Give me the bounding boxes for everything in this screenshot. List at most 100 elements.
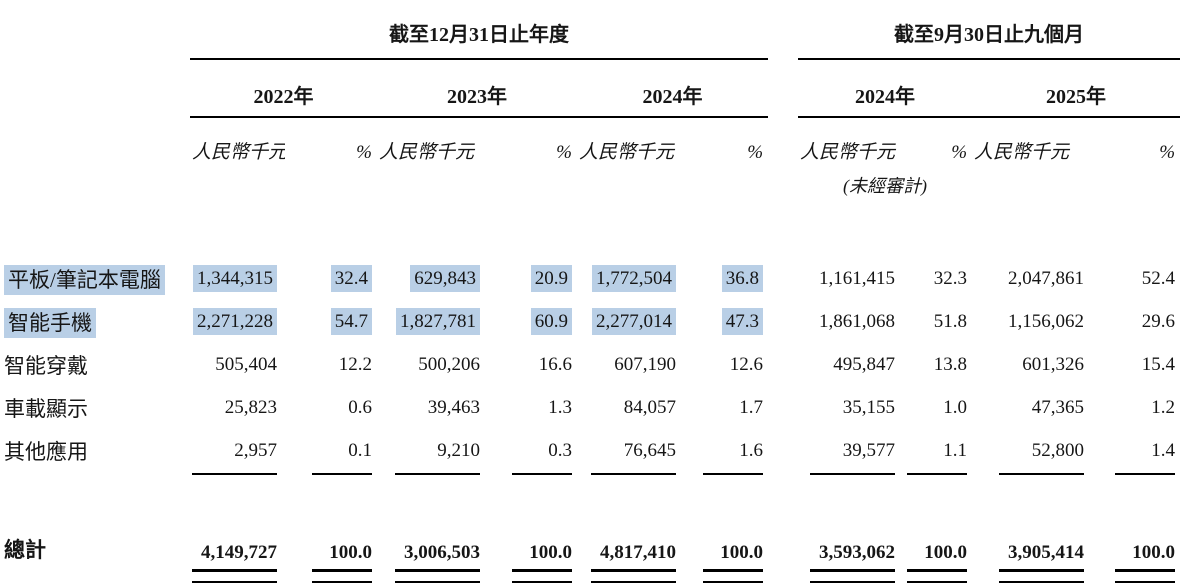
- grand-total-rule: [1092, 568, 1180, 584]
- cell-value: 25,823: [224, 396, 277, 418]
- total-row: 總計 4,149,727 100.0 3,006,503 100.0 4,817…: [0, 530, 1180, 568]
- grand-total-rule: [190, 568, 285, 584]
- group-gap: [768, 472, 798, 482]
- group-gap: [768, 343, 798, 386]
- cell-percent: 0.6: [348, 396, 372, 418]
- note-spacer: [972, 167, 1180, 199]
- row-label: 其他應用: [4, 439, 88, 464]
- cell-percent: 0.3: [548, 439, 572, 461]
- subtotal-rule: [684, 472, 768, 482]
- total-value: 3,006,503: [404, 542, 480, 563]
- cell-percent: 52.4: [1141, 267, 1176, 289]
- grand-total-rule: [684, 568, 768, 584]
- table-row: 智能穿戴 505,404 12.2 500,206 16.6 607,190 1…: [0, 343, 1180, 386]
- cell-value: 35,155: [842, 396, 896, 418]
- percent-label: %: [747, 142, 764, 163]
- subtotal-rule: [577, 472, 684, 482]
- percent-label: %: [1159, 142, 1176, 163]
- group-gap: [768, 59, 798, 117]
- selected-text: 2,271,228: [193, 307, 277, 335]
- unaudited-note: (未經審計): [843, 176, 928, 196]
- unit-label: 人民幣千元: [379, 142, 475, 163]
- cell-value: 1,156,062: [1008, 310, 1085, 332]
- total-label: 總計: [4, 538, 46, 562]
- selected-text: 60.9: [530, 307, 572, 335]
- cell-value: 2,957: [234, 439, 277, 461]
- cell-value: 607,190: [614, 353, 676, 375]
- unit-label: 人民幣千元: [192, 142, 285, 163]
- grand-total-rule: [285, 568, 377, 584]
- cell-percent: 36.8: [684, 257, 768, 300]
- cell-value: 601,326: [1022, 353, 1085, 375]
- grand-total-rule: [577, 568, 684, 584]
- cell-value: 52,800: [1031, 439, 1085, 461]
- table-row: 平板/筆記本電腦 1,344,315 32.4 629,843 20.9 1,7…: [0, 257, 1180, 300]
- year-header-2024: 2024年: [577, 59, 769, 118]
- year-header-9m-2024: 2024年: [798, 59, 973, 118]
- group-gap: [768, 167, 798, 199]
- cell-value: 2,271,228: [190, 300, 285, 343]
- total-percent: 100.0: [924, 542, 968, 563]
- year-header-row: 2022年 2023年 2024年 2024年 2025年: [0, 59, 1180, 118]
- corner-spacer: [0, 0, 190, 59]
- year-header-9m-2025: 2025年: [972, 59, 1180, 118]
- cell-percent: 54.7: [285, 300, 377, 343]
- cell-percent: 0.1: [348, 439, 372, 461]
- cell-percent: 1.3: [548, 396, 572, 418]
- cell-percent: 20.9: [488, 257, 577, 300]
- year-header-2023: 2023年: [377, 59, 577, 118]
- cell-value: 495,847: [833, 353, 896, 375]
- row-label: 智能穿戴: [4, 353, 88, 378]
- subtotal-rule: [1092, 472, 1180, 482]
- cell-percent: 32.3: [933, 267, 968, 289]
- cell-percent: 47.3: [684, 300, 768, 343]
- total-value: 3,593,062: [819, 542, 896, 563]
- total-percent: 100.0: [529, 542, 572, 563]
- group-gap: [768, 117, 798, 167]
- selected-text: 36.8: [721, 264, 764, 292]
- selected-text: 629,843: [410, 264, 480, 292]
- row-label: 智能手機: [0, 300, 190, 343]
- percent-label: %: [356, 142, 372, 163]
- period-group-row: 截至12月31日止年度 截至9月30日止九個月: [0, 0, 1180, 60]
- cell-value: 505,404: [215, 353, 277, 375]
- total-value: 3,905,414: [1008, 542, 1085, 563]
- total-percent: 100.0: [1132, 542, 1176, 563]
- cell-value: 47,365: [1031, 396, 1085, 418]
- cell-percent: 12.2: [338, 353, 372, 375]
- grand-total-rule: [972, 568, 1092, 584]
- cell-value: 1,161,415: [819, 267, 896, 289]
- selected-text: 智能手機: [4, 307, 96, 338]
- label-col-spacer: [0, 117, 190, 167]
- grand-total-rule: [488, 568, 577, 584]
- cell-value: 1,827,781: [377, 300, 488, 343]
- cell-percent: 16.6: [538, 353, 572, 375]
- row-label: 車載顯示: [4, 396, 88, 421]
- group-gap: [768, 257, 798, 300]
- year-header-2022: 2022年: [190, 59, 377, 118]
- selected-text: 47.3: [721, 307, 764, 335]
- cell-value: 2,277,014: [577, 300, 684, 343]
- subtotal-rule: [488, 472, 577, 482]
- percent-label: %: [556, 142, 572, 163]
- cell-percent: 1.6: [739, 439, 764, 461]
- unit-label: 人民幣千元: [579, 142, 675, 163]
- cell-percent: 12.6: [729, 353, 764, 375]
- table-row: 車載顯示 25,823 0.6 39,463 1.3 84,057 1.7 35…: [0, 386, 1180, 429]
- group-gap: [768, 568, 798, 584]
- total-percent: 100.0: [720, 542, 764, 563]
- unaudited-note-row: (未經審計): [0, 167, 1180, 199]
- total-percent: 100.0: [329, 542, 372, 563]
- subtotal-rule: [903, 472, 972, 482]
- cell-value: 39,463: [427, 396, 480, 418]
- label-col-spacer: [0, 568, 190, 584]
- selected-text: 1,827,781: [396, 307, 480, 335]
- table-row: 智能手機 2,271,228 54.7 1,827,781 60.9 2,277…: [0, 300, 1180, 343]
- unit-header-row: 人民幣千元 % 人民幣千元 % 人民幣千元 % 人民幣千元 % 人民幣千元 %: [0, 117, 1180, 167]
- selected-text: 2,277,014: [592, 307, 676, 335]
- unit-label: 人民幣千元: [800, 142, 896, 163]
- selected-text: 1,344,315: [193, 264, 277, 292]
- group-gap: [768, 530, 798, 568]
